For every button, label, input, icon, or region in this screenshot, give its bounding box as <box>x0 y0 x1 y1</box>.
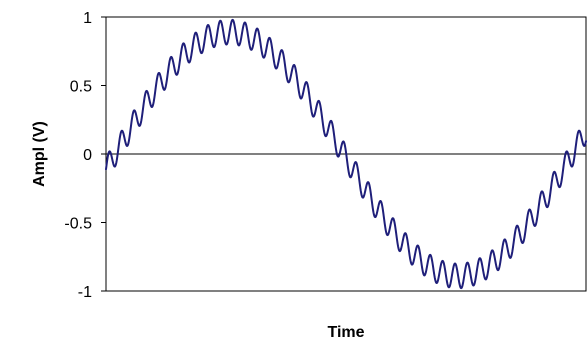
y-tick-label: -0.5 <box>64 216 92 233</box>
y-tick-label: 0 <box>83 147 92 164</box>
y-tick-label: -1 <box>78 284 92 301</box>
series-layer <box>105 18 587 290</box>
y-tick-label: 1 <box>83 10 92 27</box>
ticks-layer: 1 0.5 0 -0.5 -1 <box>64 10 106 301</box>
y-axis-title: Ampl (V) <box>31 121 48 187</box>
series-line <box>105 18 587 290</box>
y-tick-label: 0.5 <box>70 79 92 96</box>
x-axis-title: Time <box>327 324 364 341</box>
